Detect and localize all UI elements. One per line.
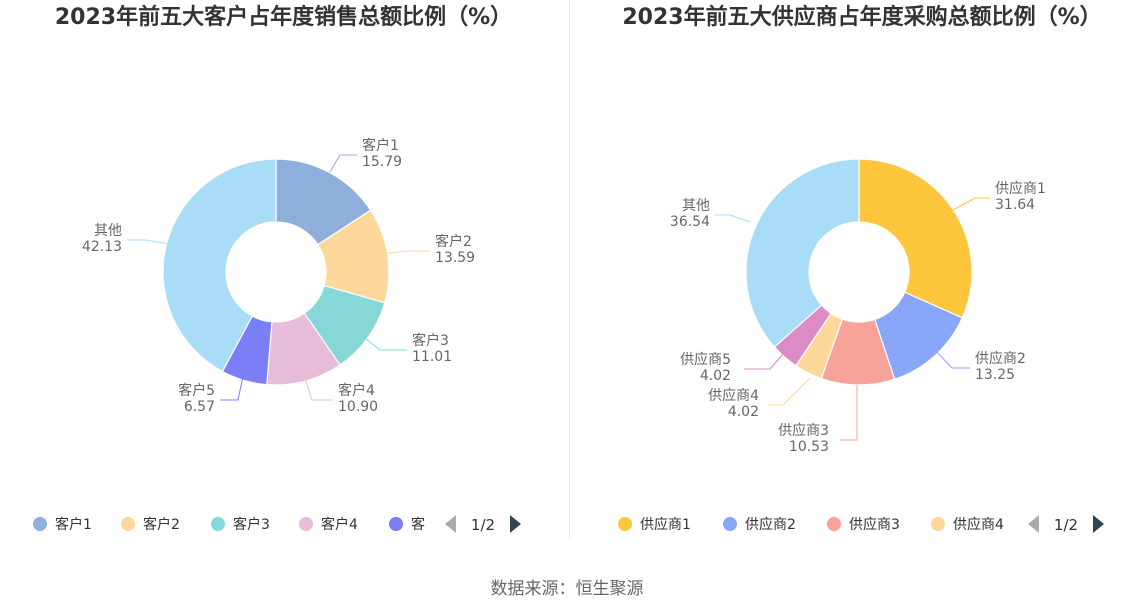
panel-divider bbox=[569, 0, 570, 540]
customer-chart-panel: 2023年前五大客户占年度销售总额比例（%） 客户1 15.79 客户2 13.59 客… bbox=[0, 0, 567, 560]
legend-item-label[interactable]: 供应商4 bbox=[953, 516, 1004, 533]
slice-value-label: 10.53 bbox=[789, 439, 829, 455]
slice-category-label: 供应商3 bbox=[778, 422, 829, 439]
slice-category-label: 客户2 bbox=[435, 233, 472, 250]
slice-category-label: 客户3 bbox=[412, 332, 449, 349]
legend-item-label[interactable]: 客户2 bbox=[143, 516, 180, 533]
legend-marker[interactable] bbox=[618, 517, 632, 531]
legend-marker[interactable] bbox=[211, 517, 225, 531]
donut-slice-1[interactable] bbox=[858, 158, 973, 319]
slice-category-label: 供应商1 bbox=[995, 180, 1046, 197]
legend-item-label[interactable]: 供应商3 bbox=[849, 516, 900, 533]
supplier-donut-chart: 供应商131.64供应商213.25供应商310.53供应商44.02供应商54… bbox=[618, 158, 1104, 534]
donut-slice-6[interactable] bbox=[162, 158, 277, 373]
legend-marker[interactable] bbox=[121, 517, 135, 531]
label-leader-line bbox=[952, 197, 990, 211]
legend-marker[interactable] bbox=[723, 517, 737, 531]
slice-value-label: 13.25 bbox=[975, 367, 1015, 383]
legend-prev-page-icon[interactable] bbox=[1028, 515, 1039, 533]
legend-marker[interactable] bbox=[33, 517, 47, 531]
label-leader-line bbox=[304, 377, 333, 401]
slice-category-label: 供应商4 bbox=[708, 387, 759, 404]
slice-value-label: 4.02 bbox=[700, 368, 731, 384]
legend-item-label[interactable]: 客户3 bbox=[233, 516, 270, 533]
chart-title: 2023年前五大供应商占年度采购总额比例（%） bbox=[622, 5, 1102, 30]
slice-category-label: 客户4 bbox=[338, 382, 375, 399]
legend-marker[interactable] bbox=[827, 517, 841, 531]
slice-category-label: 客户5 bbox=[178, 382, 215, 399]
data-source: 数据来源：恒生聚源 bbox=[490, 579, 644, 599]
slice-value-label: 10.90 bbox=[338, 399, 378, 415]
legend-item-label[interactable]: 客 bbox=[411, 516, 425, 533]
legend-next-page-icon[interactable] bbox=[1093, 515, 1104, 533]
legend-item-label[interactable]: 客户1 bbox=[55, 516, 92, 533]
legend-item-label[interactable]: 供应商2 bbox=[745, 516, 796, 533]
slice-value-label: 36.54 bbox=[670, 214, 710, 230]
slice-value-label: 31.64 bbox=[995, 197, 1035, 213]
slice-category-label: 其他 bbox=[682, 198, 710, 214]
slice-value-label: 15.79 bbox=[362, 154, 402, 170]
slice-value-label: 13.59 bbox=[435, 250, 475, 266]
donut-slice-6[interactable] bbox=[745, 158, 860, 348]
legend-marker[interactable] bbox=[931, 517, 945, 531]
supplier-chart-panel: 2023年前五大供应商占年度采购总额比例（%） 供应商1 31.64 供应商2 13.… bbox=[570, 0, 1134, 560]
customer-donut-chart: 客户115.79客户213.59客户311.01客户410.90客户56.57其… bbox=[33, 137, 521, 534]
label-leader-line bbox=[220, 371, 245, 401]
legend-marker[interactable] bbox=[299, 517, 313, 531]
label-leader-line bbox=[359, 333, 407, 351]
slice-value-label: 42.13 bbox=[82, 239, 122, 255]
legend-prev-page-icon[interactable] bbox=[445, 515, 456, 533]
label-leader-line bbox=[387, 250, 430, 254]
label-leader-line bbox=[744, 345, 791, 370]
chart-title: 2023年前五大客户占年度销售总额比例（%） bbox=[54, 5, 513, 30]
slice-value-label: 4.02 bbox=[728, 404, 759, 420]
legend-page-indicator: 1/2 bbox=[1054, 516, 1078, 534]
label-leader-line bbox=[934, 349, 970, 369]
slice-value-label: 6.57 bbox=[184, 399, 215, 415]
label-leader-line bbox=[715, 214, 751, 223]
legend-item-label[interactable]: 供应商1 bbox=[640, 516, 691, 533]
legend-next-page-icon[interactable] bbox=[510, 515, 521, 533]
label-leader-line bbox=[840, 385, 858, 441]
slice-value-label: 11.01 bbox=[412, 349, 452, 365]
legend-page-indicator: 1/2 bbox=[471, 516, 495, 534]
label-leader-line bbox=[127, 239, 171, 245]
label-leader-line bbox=[768, 377, 811, 406]
legend-marker[interactable] bbox=[389, 517, 403, 531]
legend-item-label[interactable]: 客户4 bbox=[321, 516, 358, 533]
slice-category-label: 其他 bbox=[94, 223, 122, 239]
label-leader-line bbox=[329, 154, 357, 173]
slice-category-label: 供应商2 bbox=[975, 350, 1026, 367]
slice-category-label: 供应商5 bbox=[680, 351, 731, 368]
slice-category-label: 客户1 bbox=[362, 137, 399, 154]
